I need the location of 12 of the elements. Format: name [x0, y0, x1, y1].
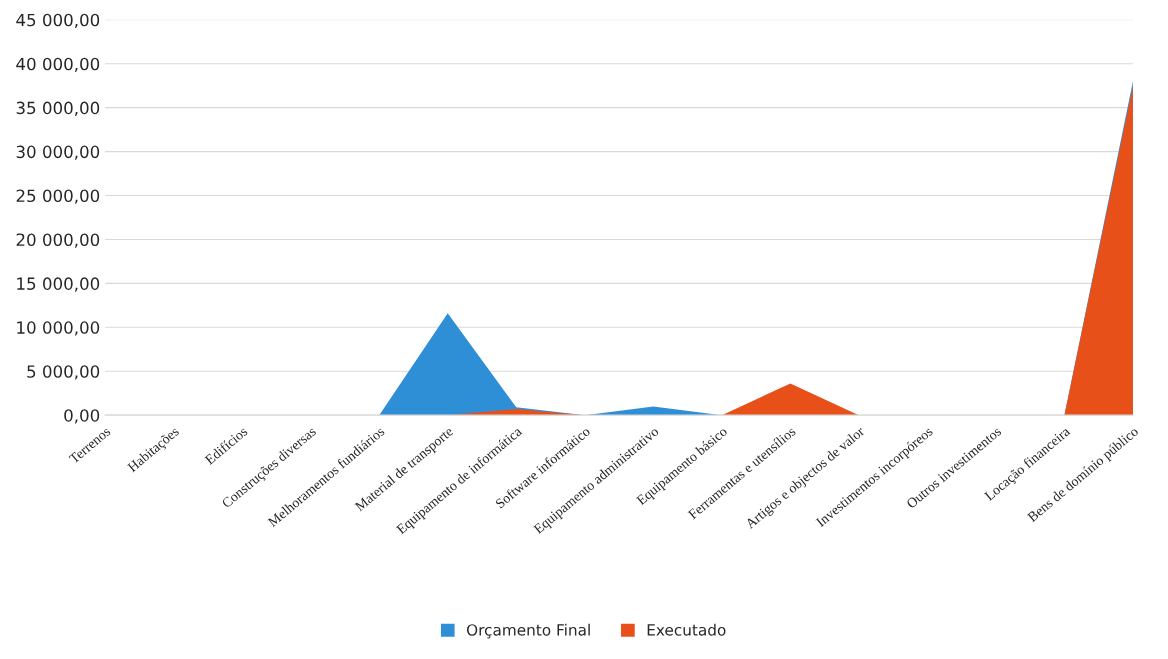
y-tick-label: 0,00	[64, 409, 100, 424]
legend-label: Orçamento Final	[466, 623, 590, 639]
y-tick-label: 40 000,00	[16, 57, 100, 72]
y-tick-label: 5 000,00	[27, 365, 100, 380]
y-tick-label: 30 000,00	[16, 145, 100, 160]
y-tick-label: 25 000,00	[16, 189, 100, 204]
y-tick-label: 35 000,00	[16, 101, 100, 116]
legend-label: Executado	[647, 623, 726, 636]
y-tick-label: 15 000,00	[17, 277, 100, 292]
y-tick-label: 20 000,00	[16, 233, 100, 248]
y-tick-label: 45 000,00	[16, 13, 100, 29]
y-tick-label: 10 000,00	[17, 321, 100, 336]
